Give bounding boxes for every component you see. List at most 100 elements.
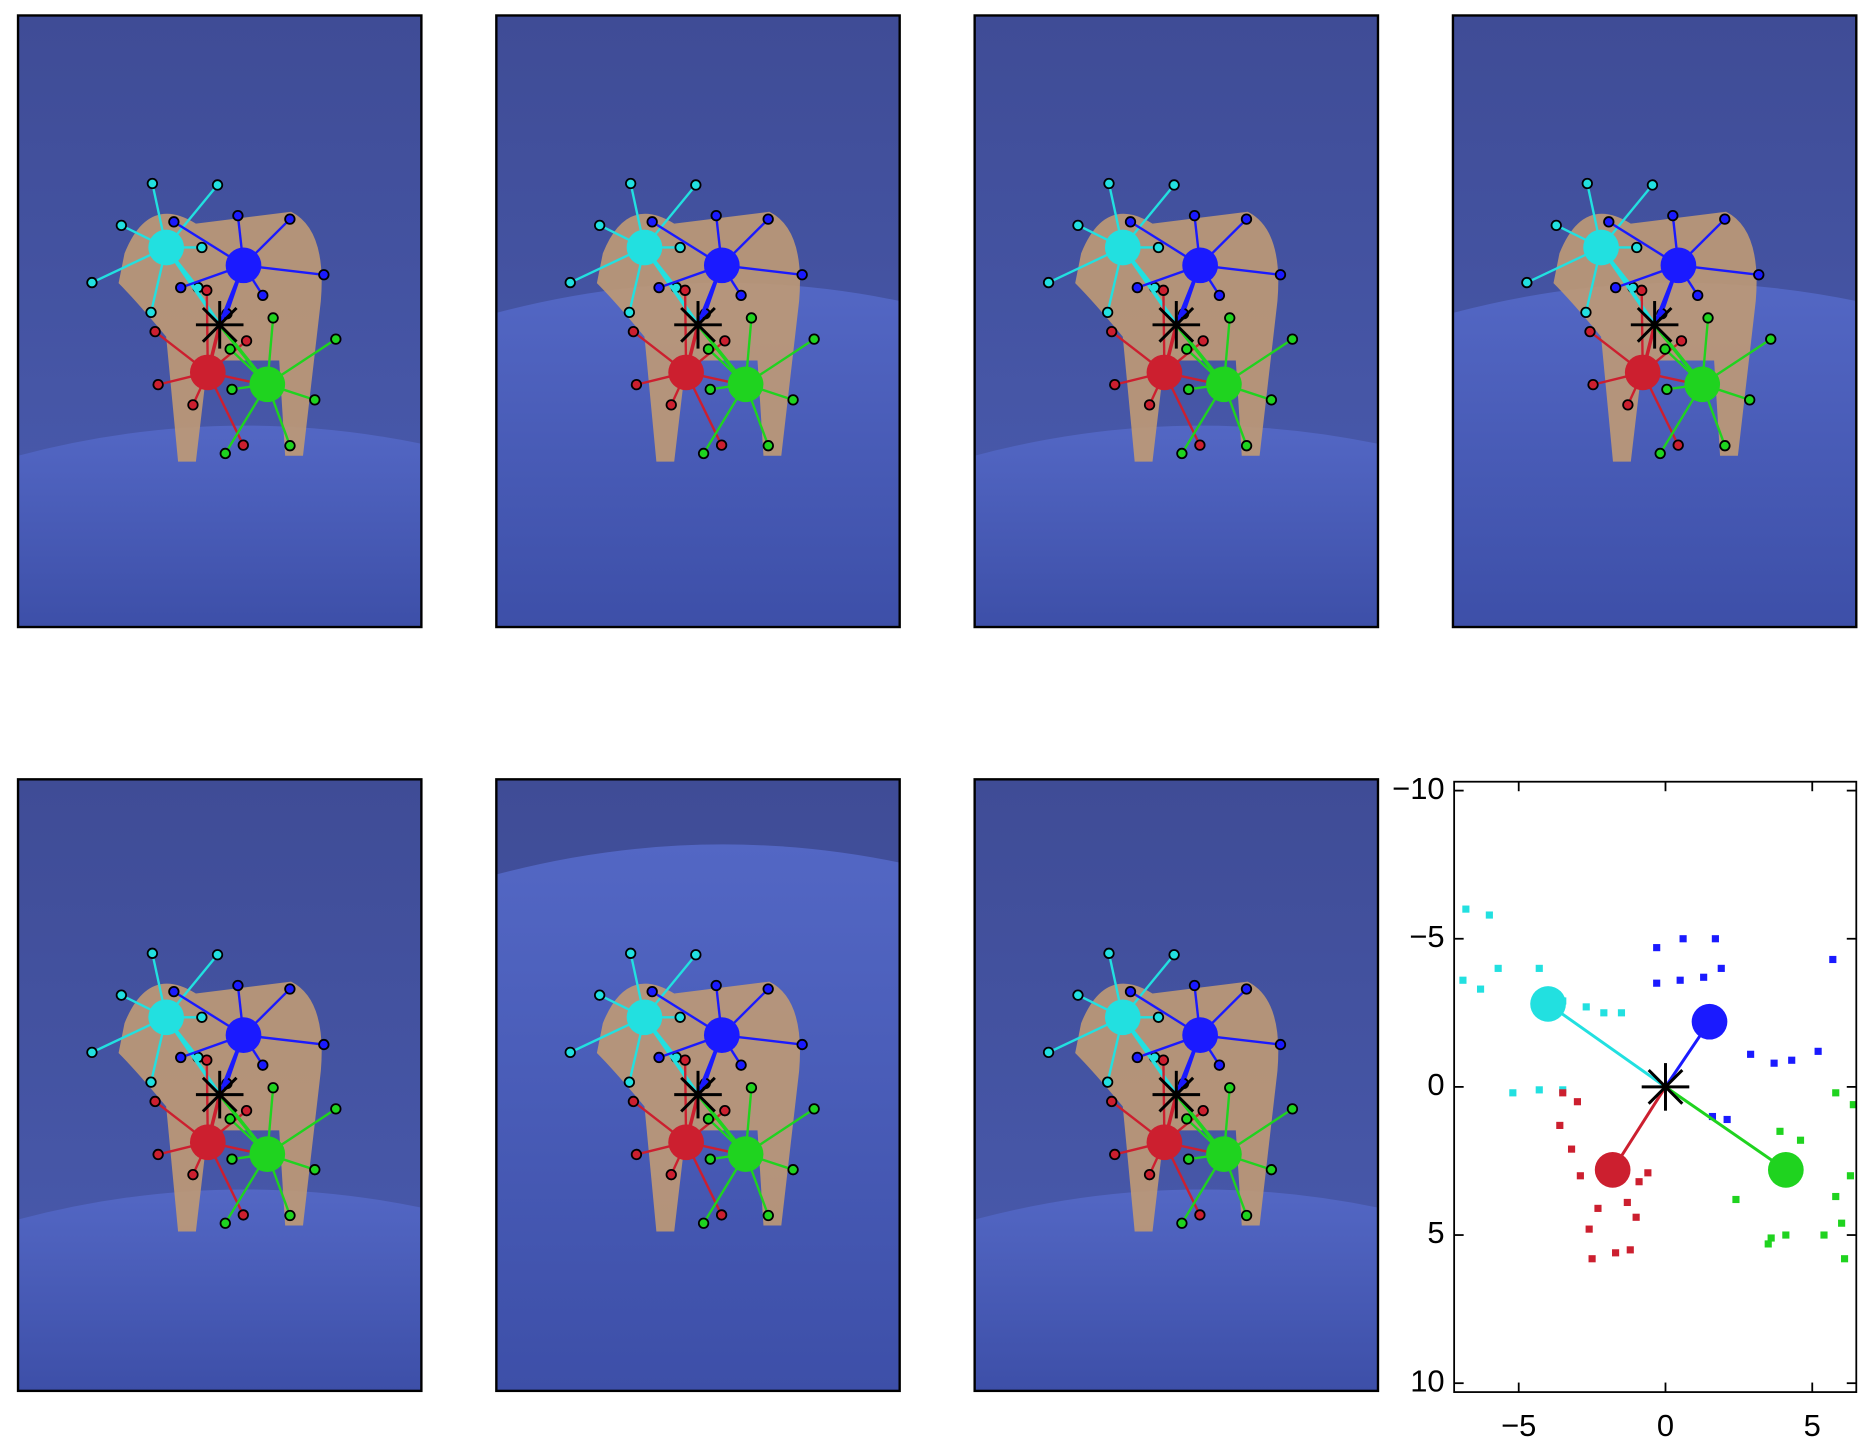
keypoint (654, 1053, 664, 1063)
keypoint (797, 270, 807, 280)
keypoint (1655, 449, 1665, 459)
keypoint (1673, 440, 1683, 450)
photo-floor (975, 1189, 1378, 1390)
keypoint (188, 1170, 198, 1180)
keypoint (153, 1150, 163, 1160)
keypoint (1693, 291, 1703, 301)
keypoint (1242, 214, 1252, 224)
point (1612, 1249, 1619, 1256)
keypoint (150, 1097, 160, 1107)
x-tick-label: 5 (1804, 1408, 1821, 1443)
keypoint (285, 214, 295, 224)
point (1633, 1214, 1640, 1221)
keypoint (1267, 1165, 1277, 1175)
keypoint (233, 211, 243, 221)
x-tick-label: −5 (1501, 1408, 1536, 1443)
keypoint (565, 278, 575, 288)
keypoint (788, 395, 798, 405)
keypoint (1288, 1104, 1298, 1114)
photo (975, 779, 1378, 1391)
keypoint (285, 441, 295, 451)
part-center (1105, 999, 1141, 1035)
point (1556, 1122, 1563, 1129)
keypoint (1198, 1106, 1208, 1116)
keypoint (1720, 214, 1730, 224)
keypoint (331, 334, 341, 344)
y-tick-label: 0 (1427, 1067, 1444, 1102)
keypoint (654, 283, 664, 293)
point (1782, 1231, 1789, 1238)
keypoint (788, 1165, 798, 1175)
keypoint (197, 243, 207, 253)
keypoint (268, 1083, 278, 1093)
keypoint (1073, 990, 1083, 1000)
keypoint (225, 1114, 235, 1124)
keypoint (680, 286, 690, 296)
y-tick-label: 10 (1410, 1363, 1444, 1398)
part-center (148, 999, 184, 1035)
point (1724, 1116, 1731, 1123)
keypoint (1133, 1053, 1143, 1063)
keypoint (150, 327, 160, 337)
keypoint (699, 1219, 709, 1229)
keypoint (1581, 308, 1591, 318)
keypoint (1177, 449, 1187, 459)
part-center (1625, 355, 1661, 391)
keypoint (1623, 400, 1633, 410)
keypoint (213, 950, 223, 960)
keypoint (1177, 1219, 1187, 1229)
keypoint (1662, 385, 1672, 395)
keypoint (1195, 440, 1205, 450)
keypoint (242, 336, 252, 346)
keypoint (169, 987, 179, 997)
keypoint (1110, 1150, 1120, 1160)
keypoint (809, 1104, 819, 1114)
point (1477, 986, 1484, 993)
part-center (1147, 1124, 1183, 1160)
keypoint (227, 1154, 237, 1164)
keypoint (188, 400, 198, 410)
part-center (704, 247, 740, 283)
keypoint (1182, 1114, 1192, 1124)
point (1495, 965, 1502, 972)
keypoint (1288, 334, 1298, 344)
photo (18, 15, 421, 627)
keypoint (1198, 336, 1208, 346)
keypoint (1104, 179, 1114, 189)
point (1653, 980, 1660, 987)
keypoint (1766, 334, 1776, 344)
keypoint (239, 440, 249, 450)
keypoint (625, 308, 635, 318)
part-center (148, 230, 184, 266)
keypoint (117, 990, 127, 1000)
part-center (1105, 230, 1141, 266)
keypoint (1104, 949, 1114, 959)
keypoint (1276, 270, 1286, 280)
keypoint (711, 981, 721, 991)
keypoint (1126, 987, 1136, 997)
keypoint (1522, 278, 1532, 288)
part-center (249, 366, 285, 402)
part-center (190, 355, 226, 391)
keypoint (626, 949, 636, 959)
keypoint (667, 1170, 677, 1180)
keypoint (319, 1040, 329, 1050)
keypoint (565, 1048, 575, 1058)
keypoint (1588, 380, 1598, 390)
photo (496, 779, 899, 1391)
keypoint (691, 950, 701, 960)
keypoint (1169, 950, 1179, 960)
point (1644, 1169, 1651, 1176)
photo (975, 15, 1378, 627)
keypoint (331, 1104, 341, 1114)
keypoint (1159, 286, 1169, 296)
keypoint (1632, 243, 1642, 253)
keypoint (680, 1055, 690, 1065)
keypoint (711, 211, 721, 221)
keypoint (1242, 441, 1252, 451)
keypoint (1044, 278, 1054, 288)
keypoint (1190, 981, 1200, 991)
keypoint (148, 179, 158, 189)
keypoint (704, 1114, 714, 1124)
keypoint (1242, 1211, 1252, 1221)
